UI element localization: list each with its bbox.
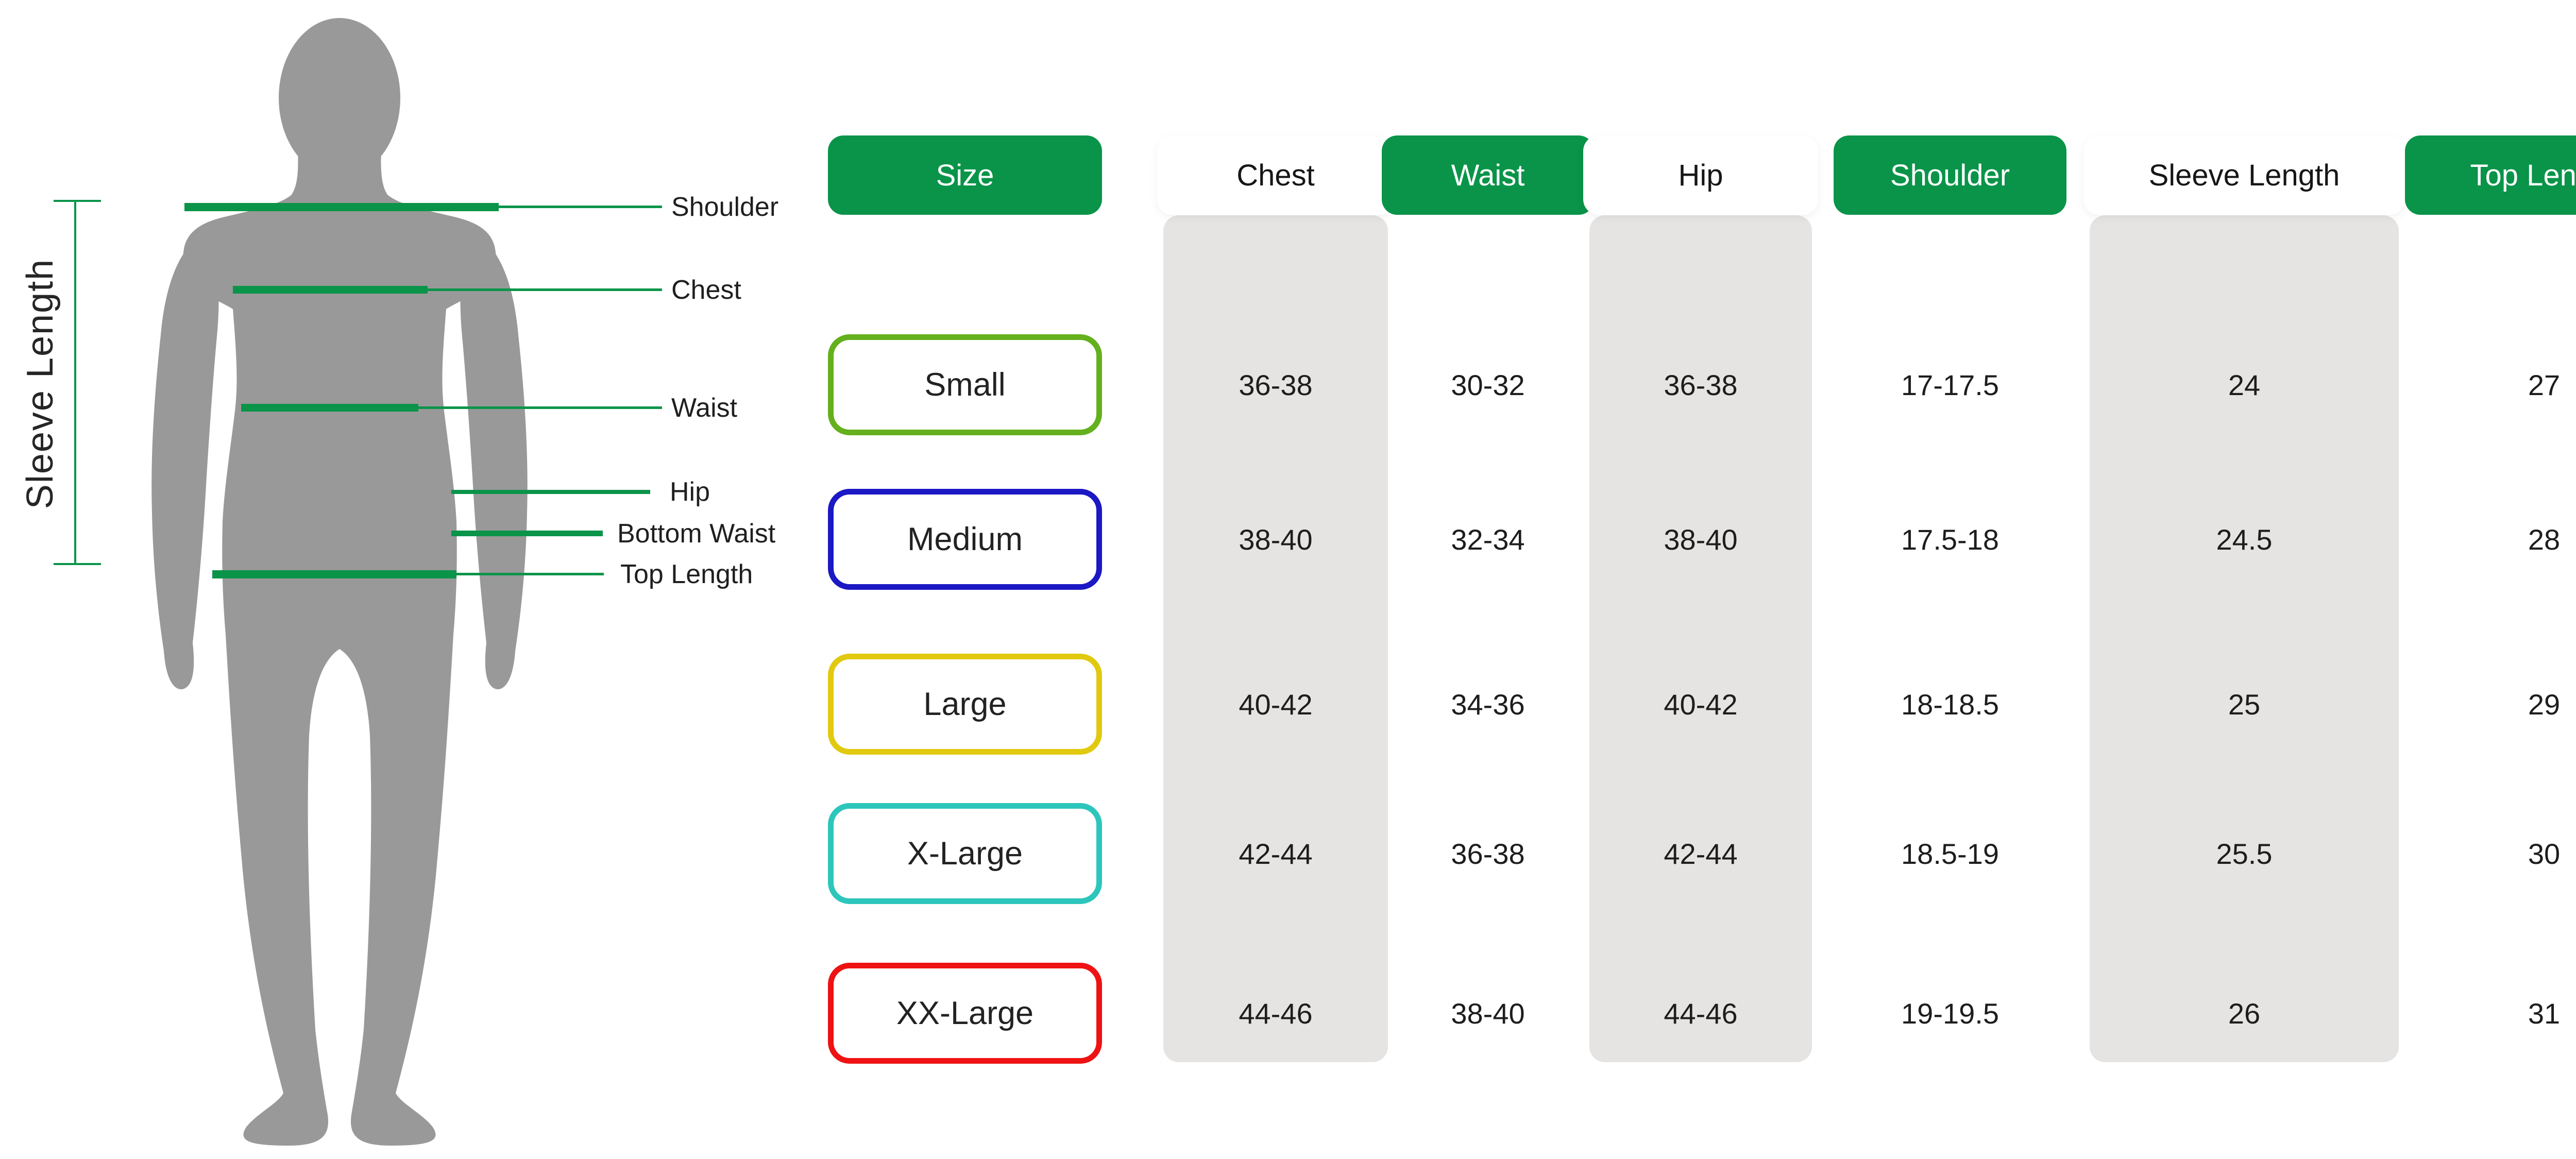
cell-medium-waist: 32-34 — [1451, 523, 1525, 556]
column-band-sleeve-length — [2090, 215, 2399, 1062]
sleeve-bracket-line — [74, 201, 76, 564]
top-length-line — [212, 570, 456, 578]
column-band-chest — [1163, 215, 1388, 1062]
cell-medium-top-length: 28 — [2528, 523, 2561, 556]
cell-medium-chest: 38-40 — [1239, 523, 1313, 556]
cell-large-waist: 34-36 — [1451, 688, 1525, 721]
cell-x-large-waist: 36-38 — [1451, 837, 1525, 870]
header-waist: Waist — [1382, 135, 1594, 215]
shoulder-line — [184, 203, 499, 211]
sleeve-bracket-top-tick — [54, 200, 101, 202]
hip-line — [451, 490, 650, 494]
body-measurement-diagram — [54, 18, 662, 1146]
hip-label: Hip — [670, 477, 710, 507]
cell-small-chest: 36-38 — [1239, 368, 1313, 401]
cell-x-large-shoulder: 18.5-19 — [1901, 837, 1999, 870]
chest-label: Chest — [671, 275, 741, 305]
header-top-length: Top Length — [2405, 135, 2576, 215]
cell-small-waist: 30-32 — [1451, 368, 1525, 401]
cell-small-top-length: 27 — [2528, 368, 2561, 401]
cell-medium-hip: 38-40 — [1664, 523, 1738, 556]
top-length-line-extension — [456, 573, 604, 575]
waist-line-extension — [418, 406, 662, 409]
cell-large-shoulder: 18-18.5 — [1901, 688, 1999, 721]
sleeve-bracket-bottom-tick — [54, 563, 101, 565]
header-sleeve-length: Sleeve Length — [2083, 135, 2405, 215]
cell-medium-shoulder: 17.5-18 — [1901, 523, 1999, 556]
cell-xx-large-waist: 38-40 — [1451, 997, 1525, 1030]
column-band-hip — [1589, 215, 1812, 1062]
cell-large-sleeve-length: 25 — [2228, 688, 2261, 721]
bottom-waist-label: Bottom Waist — [617, 519, 776, 549]
cell-small-sleeve-length: 24 — [2228, 368, 2261, 401]
cell-small-shoulder: 17-17.5 — [1901, 368, 1999, 401]
shoulder-label: Shoulder — [671, 192, 779, 222]
cell-xx-large-shoulder: 19-19.5 — [1901, 997, 1999, 1030]
size-button-x-large[interactable]: X-Large — [828, 803, 1102, 904]
body-silhouette — [151, 18, 528, 1146]
size-button-large[interactable]: Large — [828, 654, 1102, 755]
cell-large-hip: 40-42 — [1664, 688, 1738, 721]
chest-line — [233, 286, 428, 294]
cell-x-large-hip: 42-44 — [1664, 837, 1738, 870]
shoulder-line-extension — [499, 206, 662, 208]
cell-x-large-sleeve-length: 25.5 — [2216, 837, 2273, 870]
header-shoulder: Shoulder — [1834, 135, 2066, 215]
header-hip: Hip — [1583, 135, 1818, 215]
cell-x-large-top-length: 30 — [2528, 837, 2561, 870]
chest-line-extension — [428, 288, 662, 291]
waist-label: Waist — [671, 393, 738, 423]
size-button-small[interactable]: Small — [828, 334, 1102, 435]
size-button-xx-large[interactable]: XX-Large — [828, 963, 1102, 1064]
cell-xx-large-top-length: 31 — [2528, 997, 2561, 1030]
header-size: Size — [828, 135, 1102, 215]
cell-xx-large-sleeve-length: 26 — [2228, 997, 2261, 1030]
cell-large-top-length: 29 — [2528, 688, 2561, 721]
header-chest: Chest — [1157, 135, 1394, 215]
waist-line — [241, 404, 418, 412]
bottom-waist-line — [451, 531, 603, 536]
cell-x-large-chest: 42-44 — [1239, 837, 1313, 870]
cell-small-hip: 36-38 — [1664, 368, 1738, 401]
cell-xx-large-hip: 44-46 — [1664, 997, 1738, 1030]
cell-xx-large-chest: 44-46 — [1239, 997, 1313, 1030]
top-length-label: Top Length — [620, 559, 753, 589]
cell-medium-sleeve-length: 24.5 — [2216, 523, 2273, 556]
cell-large-chest: 40-42 — [1239, 688, 1313, 721]
size-button-medium[interactable]: Medium — [828, 489, 1102, 590]
sleeve-length-vertical-label: Sleeve Length — [20, 258, 61, 509]
